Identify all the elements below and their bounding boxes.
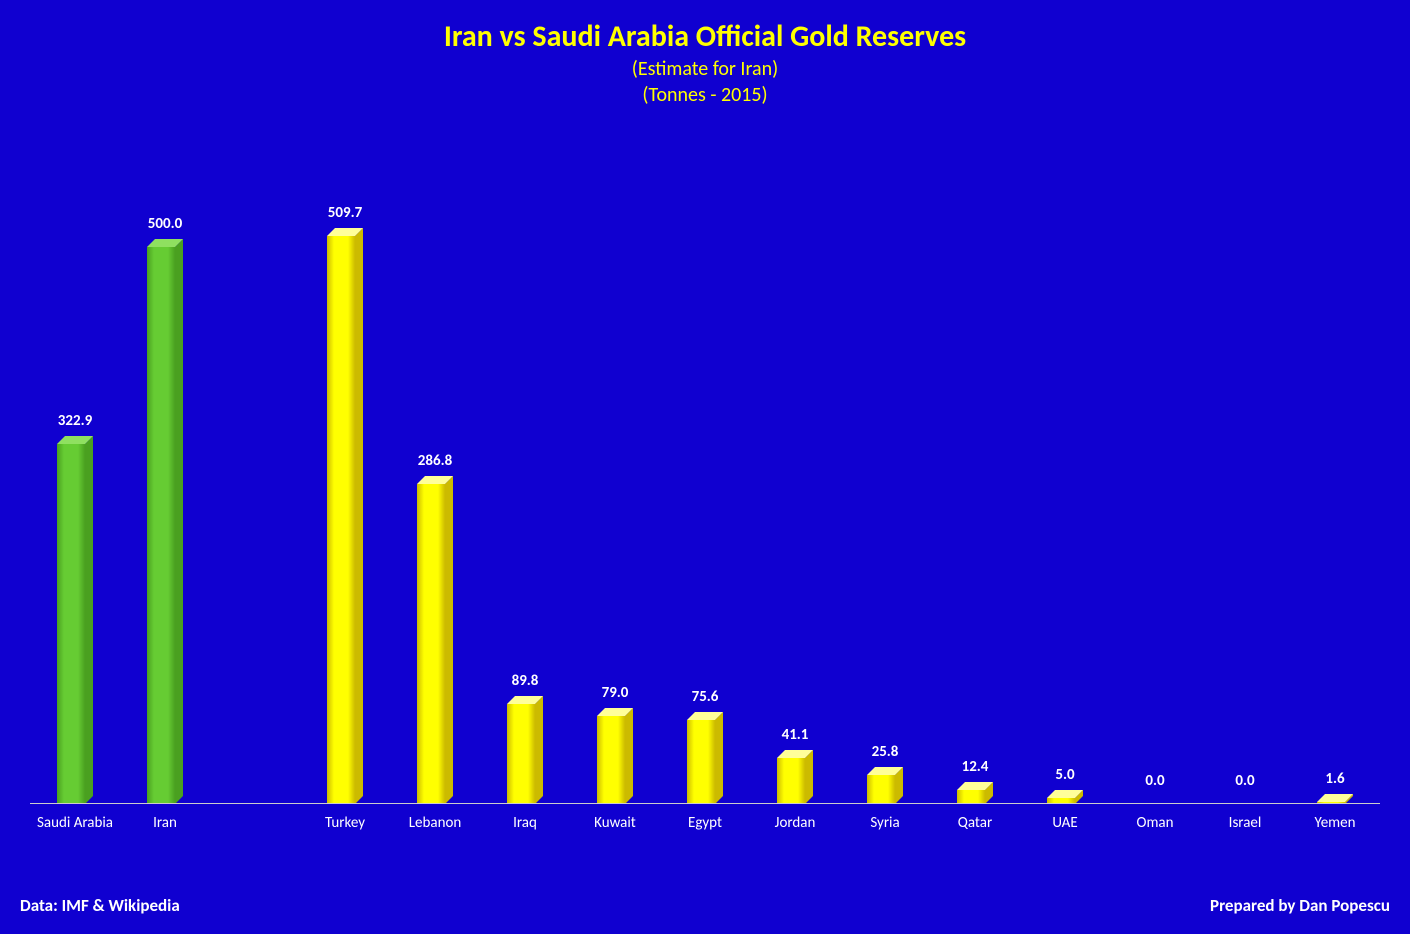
bar-front [777,758,805,804]
bar-value-label: 0.0 [1235,772,1254,796]
bar-slot: 0.0Israel [1200,180,1290,804]
title-block: Iran vs Saudi Arabia Official Gold Reser… [0,0,1410,107]
bar: 322.9 [57,436,93,804]
bar-side [445,476,453,804]
bar: 286.8 [417,476,453,804]
bar: 75.6 [687,712,723,804]
bar-category-label: Saudi Arabia [37,804,113,832]
bar-slot: 41.1Jordan [750,180,840,804]
bar-category-label: Iran [153,804,177,832]
bar: 41.1 [777,750,813,804]
bar-side [535,696,543,804]
bar-category-label: Qatar [958,804,992,832]
bar-slot: 1.6Yemen [1290,180,1380,804]
bar-front [57,444,85,804]
bar-value-label: 12.4 [962,758,989,782]
bar-front [687,720,715,804]
bar-value-label: 41.1 [782,726,809,750]
bar: 509.7 [327,228,363,804]
bar-category-label: Oman [1137,804,1174,832]
bar-front [147,247,175,804]
bar-value-label: 89.8 [512,672,539,696]
bar-value-label: 79.0 [602,684,629,708]
bar-category-label: Yemen [1314,804,1355,832]
bar-slot: 5.0UAE [1020,180,1110,804]
bar-side [805,750,813,804]
bar-side [355,228,363,804]
bar: 89.8 [507,696,543,804]
bar-category-label: Kuwait [594,804,636,832]
bar-category-label: Egypt [688,804,722,832]
bar: 25.8 [867,767,903,804]
bar: 500.0 [147,239,183,804]
bar-value-label: 286.8 [418,452,452,476]
bar-side [625,708,633,804]
bar-category-label: Turkey [325,804,365,832]
chart-subtitle-1: (Estimate for Iran) [0,57,1410,81]
bar-value-label: 5.0 [1055,766,1074,790]
bar-value-label: 500.0 [148,215,182,239]
bar-value-label: 1.6 [1325,770,1344,794]
bar-category-label: Iraq [513,804,537,832]
bar-slot: 509.7Turkey [300,180,390,804]
bar-front [327,236,355,804]
bar-value-label: 75.6 [692,688,719,712]
bar-front [417,484,445,804]
chart-title: Iran vs Saudi Arabia Official Gold Reser… [0,18,1410,55]
bar-side [85,436,93,804]
author-label: Prepared by Dan Popescu [1210,895,1390,916]
data-source-label: Data: IMF & Wikipedia [20,895,180,916]
chart-subtitle-2: (Tonnes - 2015) [0,83,1410,107]
bar: 79.0 [597,708,633,804]
bar-category-label: Jordan [775,804,816,832]
bar-slot: 25.8Syria [840,180,930,804]
bar-slot: 322.9Saudi Arabia [30,180,120,804]
bar-slot: 79.0Kuwait [570,180,660,804]
bar-front [867,775,895,804]
bar-value-label: 25.8 [872,743,899,767]
bar-slot: 286.8Lebanon [390,180,480,804]
bar-front [507,704,535,804]
bar-side [175,239,183,804]
bar-category-label: UAE [1052,804,1077,832]
bar-category-label: Syria [870,804,899,832]
bar-slot: 0.0Oman [1110,180,1200,804]
bar-slot: 12.4Qatar [930,180,1020,804]
bar-category-label: Israel [1229,804,1262,832]
bar-value-label: 322.9 [58,412,92,436]
bar-front [957,790,985,804]
bar-side [715,712,723,804]
x-axis-baseline [30,803,1380,804]
bar-category-label: Lebanon [409,804,462,832]
bar-value-label: 0.0 [1145,772,1164,796]
bar-front [597,716,625,804]
bar: 5.0 [1047,790,1083,804]
bar-slot: 75.6Egypt [660,180,750,804]
bars-container: 322.9Saudi Arabia500.0Iran509.7Turkey286… [30,180,1380,804]
bar: 12.4 [957,782,993,804]
chart-area: 322.9Saudi Arabia500.0Iran509.7Turkey286… [30,180,1380,844]
bar-slot: 89.8Iraq [480,180,570,804]
bar-slot: 500.0Iran [120,180,210,804]
bar-value-label: 509.7 [328,204,362,228]
